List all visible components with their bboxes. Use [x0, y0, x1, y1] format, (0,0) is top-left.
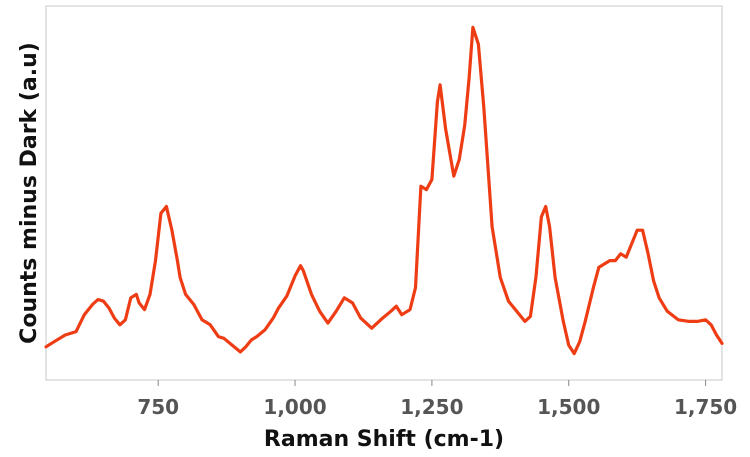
x-tick-label-750: 750 [137, 395, 179, 419]
x-axis-title: Raman Shift (cm-1) [264, 427, 504, 452]
series-line [44, 25, 724, 356]
x-axis-tick-labels: 750 1,000 1,250 1,500 1,750 [137, 395, 737, 419]
x-tick-label-1000: 1,000 [263, 395, 326, 419]
x-tick-label-1750: 1,750 [674, 395, 737, 419]
plot-frame [45, 5, 723, 381]
y-axis-title: Counts minus Dark (a.u) [17, 42, 42, 344]
x-axis-ticks [157, 380, 707, 386]
x-tick-label-1250: 1,250 [400, 395, 463, 419]
x-tick-label-1500: 1,500 [537, 395, 600, 419]
